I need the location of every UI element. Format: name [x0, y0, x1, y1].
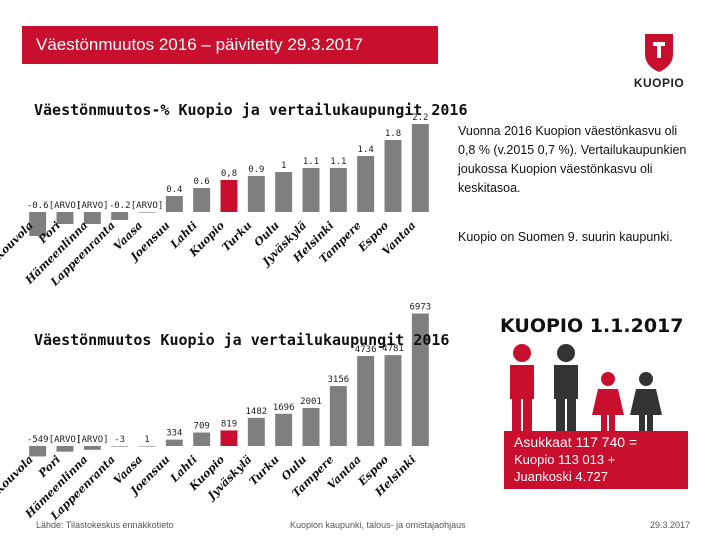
chart2-bar-8 [247, 417, 265, 446]
chart1-bar-12 [357, 156, 375, 212]
chart1-bar-0 [29, 212, 47, 236]
chart2-bar-2 [83, 446, 101, 450]
chart2-bar-6 [193, 432, 211, 446]
chart1-value-label-5: 0.4 [166, 185, 182, 195]
chart2-value-label-1: [ARVO] [49, 435, 82, 445]
footer-date: 29.3.2017 [650, 520, 691, 530]
chart1-bar-4 [138, 212, 156, 213]
kuopio-logo: KUOPIO [618, 28, 700, 94]
chart2-bar-1 [56, 446, 74, 452]
chart1-title: Väestönmuutos-% Kuopio ja vertailukaupun… [34, 101, 468, 119]
chart2-bar-13 [384, 355, 402, 446]
chart2-value-label-10: 2001 [300, 397, 322, 407]
chart1-value-label-3: -0.2 [109, 201, 131, 211]
chart1-bar-10 [302, 168, 320, 212]
chart2-value-label-12: 4736 [355, 345, 377, 355]
kuopio-infographic: KUOPIO 1.1.2017 Asukkaat 117 740 = Kuopi… [500, 315, 700, 495]
chart2-category-label-9: Turku [247, 453, 282, 488]
chart2-bar-9 [275, 413, 293, 446]
population-box: Asukkaat 117 740 = Kuopio 113 013 + Juan… [504, 431, 688, 489]
source-note: Lähde: Tilastokeskus ennakkotieto [36, 520, 174, 530]
chart2-value-label-4: 1 [144, 435, 149, 445]
chart1-bar-2 [83, 212, 101, 224]
chart2-bar-14 [411, 313, 429, 446]
chart1-value-label-11: 1.1 [330, 157, 346, 167]
chart1-bar-7 [220, 180, 238, 212]
population-total: Asukkaat 117 740 = [514, 434, 638, 450]
chart2-value-label-11: 3156 [327, 375, 349, 385]
chart1-category-label-0: Kouvola [0, 219, 36, 264]
chart1-value-label-14: 2.2 [412, 113, 428, 123]
chart1-value-label-2: [ARVO] [76, 201, 109, 211]
chart1-value-label-6: 0.6 [194, 177, 210, 187]
chart1-value-label-12: 1.4 [358, 145, 374, 155]
chart1-bar-14 [411, 124, 429, 212]
chart1-bar-13 [384, 140, 402, 212]
chart2-value-label-0: -549 [27, 435, 49, 445]
logo-text: KUOPIO [633, 76, 685, 90]
crest-icon [645, 34, 673, 72]
chart1-value-label-0: -0.6 [27, 201, 49, 211]
chart2-value-label-13: 4781 [382, 344, 404, 354]
chart2-value-label-6: 709 [194, 422, 210, 432]
chart1-value-label-10: 1.1 [303, 157, 319, 167]
chart2-category-label-0: Kouvola [0, 453, 36, 498]
organization-note: Kuopion kaupunki, talous- ja omistajaohj… [290, 520, 466, 530]
population-juankoski: Juankoski 4.727 [514, 469, 608, 484]
chart1-bar-3 [111, 212, 129, 220]
chart2-value-label-14: 6973 [409, 303, 431, 313]
chart2-bar-0 [29, 446, 47, 457]
chart2-bar-11 [329, 386, 347, 446]
title-bar: Väestönmuutos 2016 – päivitetty 29.3.201… [22, 26, 438, 64]
chart1-bar-9 [275, 172, 293, 212]
chart1-bar-11 [329, 168, 347, 212]
chart1-bar-1 [56, 212, 74, 224]
chart2-value-label-2: [ARVO] [76, 435, 109, 445]
chart2-bar-10 [302, 407, 320, 446]
chart1-category-label-8: Turku [219, 219, 254, 254]
chart2-value-label-8: 1482 [245, 407, 267, 417]
chart2-bar-3 [111, 446, 129, 447]
chart2-title: Väestönmuutos Kuopio ja vertailukaupungi… [34, 331, 450, 349]
infographic-title: KUOPIO 1.1.2017 [500, 315, 684, 337]
chart1-value-label-9: 1 [281, 161, 286, 171]
growth-note: Vuonna 2016 Kuopion väestönkasvu oli 0,8… [458, 124, 687, 195]
chart1-bar-5 [165, 196, 183, 212]
chart1-bar-6 [193, 188, 211, 212]
chart1-value-label-7: 0,8 [221, 169, 237, 179]
chart1-value-label-1: [ARVO] [49, 201, 82, 211]
family-icon [510, 344, 662, 431]
population-kuopio: Kuopio 113 013 + [514, 452, 616, 467]
chart2-bar-7 [220, 430, 238, 446]
chart2-value-label-7: 819 [221, 419, 237, 429]
chart2-value-label-3: -3 [114, 435, 125, 445]
chart1-value-label-4: [ARVO] [131, 201, 164, 211]
chart1-bar-8 [247, 176, 265, 212]
chart2-value-label-9: 1696 [273, 403, 295, 413]
chart2-bar-12 [357, 356, 375, 446]
chart1-value-label-13: 1.8 [385, 129, 401, 139]
page-title: Väestönmuutos 2016 – päivitetty 29.3.201… [36, 35, 364, 54]
chart2-bar-4 [138, 445, 156, 447]
rank-note: Kuopio on Suomen 9. suurin kaupunki. [458, 230, 673, 244]
chart2-value-label-5: 334 [166, 429, 182, 439]
chart2-bar-5 [165, 439, 183, 446]
chart1-value-label-8: 0.9 [248, 165, 264, 175]
